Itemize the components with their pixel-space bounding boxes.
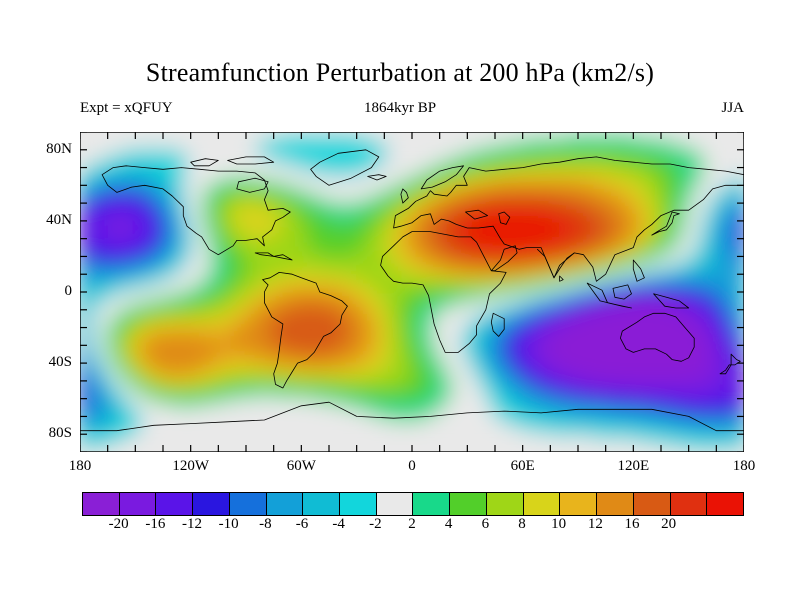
coastline — [254, 252, 275, 257]
y-tick-label: 80N — [46, 140, 72, 157]
coastline — [262, 272, 348, 389]
coastline — [632, 259, 645, 282]
axis-ticks — [80, 132, 744, 452]
period-label: 1864kyr BP — [363, 100, 437, 116]
coastline — [490, 312, 505, 337]
experiment-label: Expt = xQFUY — [80, 100, 173, 116]
colorbar-swatch[interactable] — [449, 493, 486, 515]
x-tick-label: 120E — [617, 458, 650, 474]
colorbar-tick-label: 4 — [444, 516, 453, 532]
x-tick-label: 60W — [286, 458, 316, 474]
colorbar-tick-label: -6 — [295, 516, 309, 532]
x-tick-label: 180 — [68, 458, 92, 474]
colorbar-tick-label: 16 — [624, 516, 640, 532]
colorbar-swatch[interactable] — [155, 493, 193, 515]
coastline — [465, 209, 488, 220]
colorbar-swatch[interactable] — [485, 493, 523, 515]
coastline-layer — [80, 149, 744, 432]
colorbar-swatch[interactable] — [596, 493, 633, 515]
y-tick-label: 40S — [48, 354, 72, 371]
colorbar-tick-label: 10 — [551, 516, 567, 532]
coastline — [490, 245, 518, 272]
coastline — [190, 158, 219, 167]
colorbar-tick-label: 8 — [518, 516, 526, 532]
coastline — [236, 177, 269, 193]
coastline — [101, 165, 291, 256]
coastline — [537, 248, 575, 279]
coastline — [393, 156, 744, 282]
coastline — [620, 312, 695, 362]
y-tick-label: 40N — [46, 211, 72, 228]
colorbar-tick-label: -4 — [332, 516, 345, 532]
x-tick-label: 0 — [408, 458, 416, 474]
colorbar-tick-label: -2 — [369, 516, 382, 532]
colorbar-tick-label: -12 — [182, 516, 202, 532]
colorbar-swatch[interactable] — [302, 493, 340, 515]
coastline — [367, 174, 387, 181]
coastline — [719, 353, 741, 375]
coastline — [227, 156, 275, 165]
coastline — [651, 211, 680, 236]
colorbar-swatch[interactable] — [706, 493, 743, 515]
coastline — [559, 275, 564, 282]
colorbar-tick-label: -20 — [108, 516, 129, 532]
map-svg — [80, 132, 744, 452]
y-tick-label: 80S — [48, 425, 72, 442]
contour-map — [80, 132, 744, 452]
y-tick-label: 0 — [64, 283, 73, 299]
colorbar-swatch[interactable] — [192, 493, 229, 515]
colorbar-swatch[interactable] — [118, 493, 156, 515]
colorbar-swatch[interactable] — [632, 493, 670, 515]
coastline — [586, 282, 632, 309]
contour-fill-layer — [80, 132, 744, 452]
colorbar-tick-label: 2 — [408, 516, 416, 532]
colorbar-tick-label: -16 — [145, 516, 166, 532]
colorbar-swatch[interactable] — [375, 493, 413, 515]
coastline — [498, 211, 511, 225]
colorbar-swatch[interactable] — [559, 493, 597, 515]
colorbar-tick-label: 6 — [481, 516, 490, 532]
colorbar-swatch[interactable] — [228, 493, 266, 515]
coastline — [420, 165, 464, 190]
colorbar-swatch[interactable] — [265, 493, 303, 515]
coastline — [380, 231, 507, 353]
colorbar-swatch[interactable] — [412, 493, 450, 515]
x-tick-label: 60E — [510, 458, 535, 474]
coastline — [310, 149, 380, 186]
colorbar-swatch[interactable] — [339, 493, 376, 515]
coastline — [273, 254, 293, 261]
colorbar-swatch[interactable] — [669, 493, 707, 515]
colorbar-swatch[interactable] — [83, 493, 119, 515]
x-tick-label: 120W — [172, 458, 209, 474]
colorbar-tick-label: -10 — [218, 516, 239, 532]
season-label: JJA — [721, 100, 744, 116]
coastline — [612, 284, 632, 300]
coastline — [653, 293, 690, 309]
colorbar-tick-label: -8 — [259, 516, 272, 532]
coastline — [400, 188, 409, 204]
colorbar-swatch[interactable] — [522, 493, 560, 515]
x-tick-label: 180 — [732, 458, 756, 474]
colorbar[interactable] — [82, 492, 744, 516]
colorbar-tick-label: 20 — [661, 516, 677, 532]
colorbar-tick-label: 12 — [587, 516, 603, 532]
page-title: Streamfunction Perturbation at 200 hPa (… — [145, 58, 655, 87]
coastline — [80, 401, 744, 432]
